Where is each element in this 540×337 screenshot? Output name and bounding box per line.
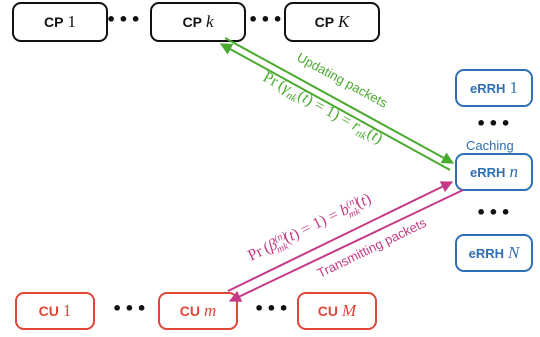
update-arrow-to-errh <box>224 37 455 164</box>
cp-box-k: CP k <box>150 2 246 42</box>
errh-box-n: eRRH n <box>455 153 533 191</box>
errh-ellipsis-bottom: ••• <box>476 203 513 222</box>
transmit-arrow-to-cu <box>228 189 464 302</box>
errh-ellipsis-top: ••• <box>476 114 513 133</box>
transmit-link-arrows <box>227 181 464 302</box>
cu-box-1: CU 1 <box>15 292 95 330</box>
update-link-arrows <box>219 37 455 171</box>
cp-ellipsis-right: ••• <box>248 10 285 29</box>
cp-ellipsis-left: ••• <box>106 10 143 29</box>
update-arrow-to-cp <box>219 43 451 171</box>
cu-box-m: CU m <box>158 292 238 330</box>
caching-label: Caching <box>466 138 514 153</box>
cu-ellipsis-left: ••• <box>112 299 149 318</box>
cu-ellipsis-right: ••• <box>254 299 291 318</box>
errh-box-1: eRRH 1 <box>455 69 533 107</box>
transmit-arrow-to-errh <box>227 181 454 292</box>
cp-box-1: CP 1 <box>12 2 108 42</box>
update-probability-formula: Pr(γnk(t) = 1) = rnk(t) <box>259 69 386 150</box>
cp-box-K: CP K <box>284 2 380 42</box>
cu-box-M: CU M <box>297 292 377 330</box>
errh-box-N: eRRH N <box>455 234 533 272</box>
